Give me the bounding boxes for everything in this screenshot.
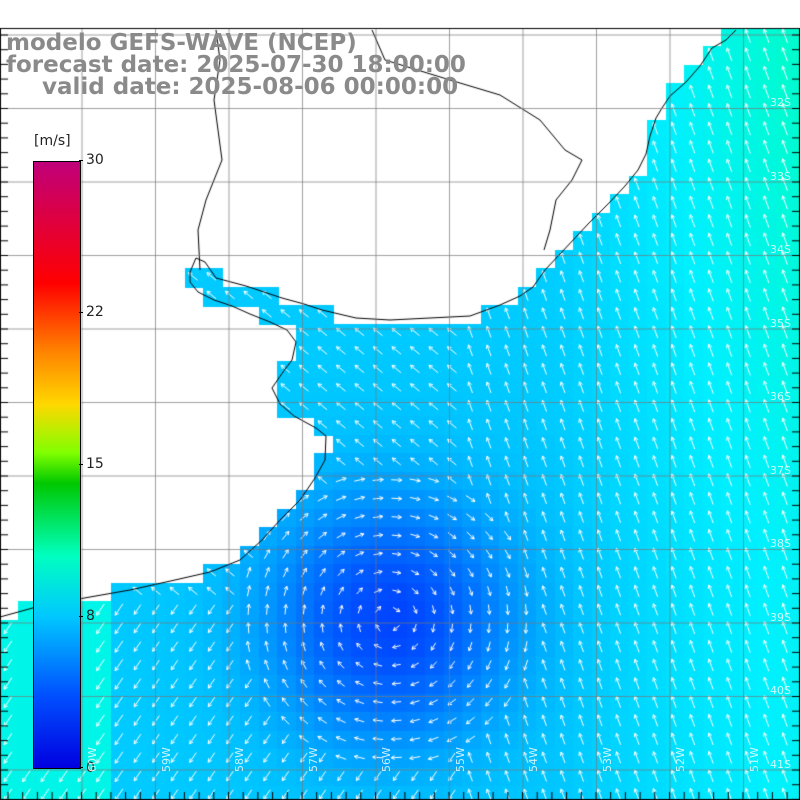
colorbar-tickmark bbox=[79, 616, 83, 617]
colorbar-tick-8: 8 bbox=[86, 608, 95, 624]
colorbar bbox=[33, 161, 81, 769]
longitude-label: 56W bbox=[380, 747, 393, 772]
latitude-label: 35S bbox=[770, 316, 791, 330]
latitude-label: 39S bbox=[770, 610, 791, 624]
longitude-label: 60W bbox=[86, 747, 99, 772]
longitude-label: 51W bbox=[747, 747, 761, 772]
longitude-label: 59W bbox=[159, 747, 173, 772]
latitude-label: 41S bbox=[770, 757, 791, 771]
longitude-label: 52W bbox=[674, 747, 687, 772]
latitude-label: 40S bbox=[770, 684, 791, 697]
longitude-label: 57W bbox=[306, 747, 320, 772]
colorbar-tick-30: 30 bbox=[86, 152, 104, 168]
colorbar-tickmark bbox=[79, 464, 83, 465]
latitude-label: 38S bbox=[770, 537, 791, 550]
longitude-label: 58W bbox=[233, 747, 246, 772]
colorbar-tick-22: 22 bbox=[86, 304, 104, 320]
colorbar-tickmark bbox=[79, 767, 83, 768]
colorbar-tickmark bbox=[79, 312, 83, 313]
colorbar-tickmark bbox=[79, 160, 83, 161]
colorbar-tick-0: 0 bbox=[86, 760, 95, 776]
latitude-label: 32S bbox=[770, 96, 791, 109]
latitude-label: 37S bbox=[770, 463, 791, 477]
valid-date-title: valid date: 2025-08-06 00:00:00 bbox=[42, 74, 459, 100]
colorbar-unit-label: [m/s] bbox=[34, 133, 71, 149]
longitude-label: 54W bbox=[527, 747, 540, 772]
latitude-label: 34S bbox=[770, 243, 791, 256]
model-title: modelo GEFS-WAVE (NCEP) bbox=[6, 30, 357, 56]
longitude-label: 55W bbox=[453, 747, 467, 772]
longitude-label: 53W bbox=[600, 747, 614, 772]
forecast-date-title: forecast date: 2025-07-30 18:00:00 bbox=[6, 52, 466, 78]
latitude-label: 33S bbox=[770, 169, 791, 183]
colorbar-tick-15: 15 bbox=[86, 456, 104, 472]
latitude-label: 36S bbox=[770, 390, 791, 403]
